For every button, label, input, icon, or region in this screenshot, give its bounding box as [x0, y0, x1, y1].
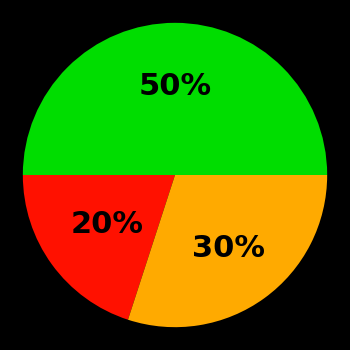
Text: 20%: 20%: [71, 210, 144, 239]
Wedge shape: [23, 175, 175, 320]
Wedge shape: [128, 175, 327, 327]
Wedge shape: [23, 23, 327, 175]
Text: 50%: 50%: [139, 72, 211, 101]
Text: 30%: 30%: [192, 234, 265, 263]
